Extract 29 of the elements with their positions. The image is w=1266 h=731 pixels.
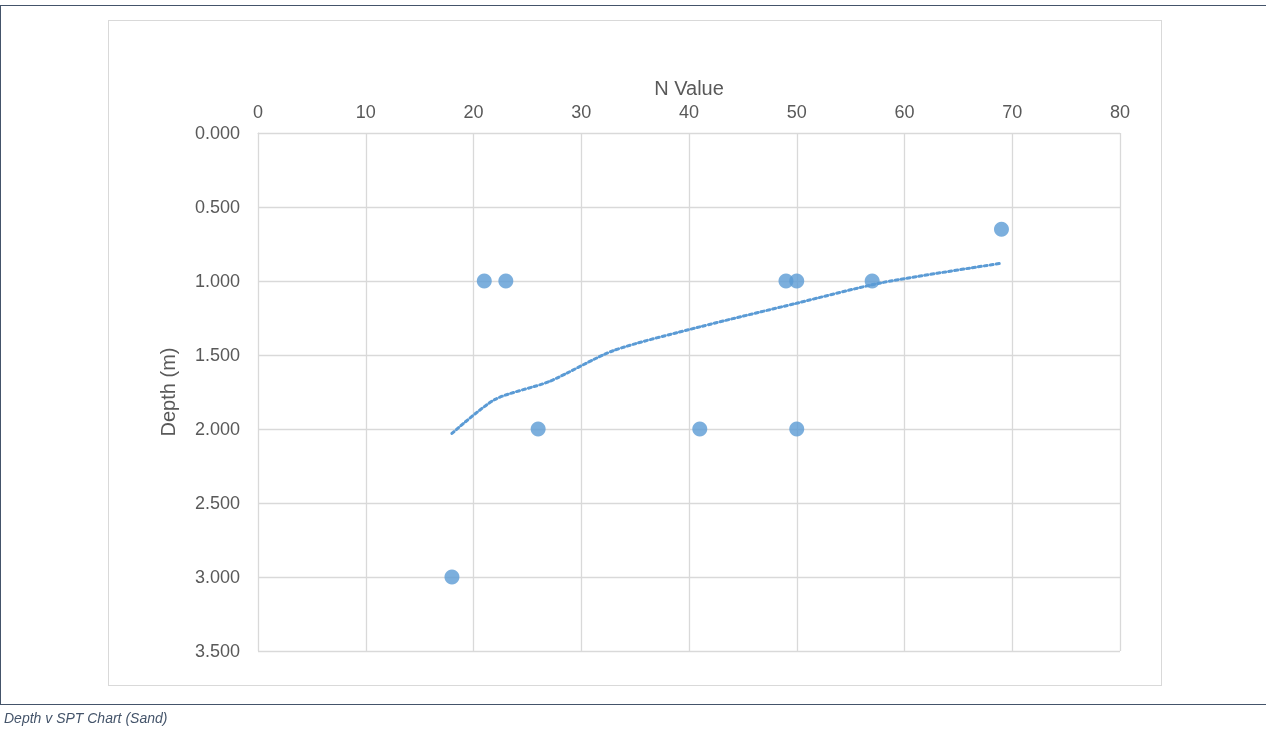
x-tick-label: 40 (678, 102, 700, 122)
y-tick-label: 1.500 (194, 345, 240, 365)
x-tick-label: 10 (355, 102, 376, 122)
y-tick-label: 1.000 (194, 271, 240, 291)
x-tick-label: 20 (463, 102, 484, 122)
y-tick-label: 3.000 (194, 567, 240, 587)
x-tick-label: 50 (786, 102, 807, 122)
x-tick-label: 80 (1109, 102, 1131, 122)
text: Depth v SPT Chart (Sand) (4, 710, 168, 726)
point (530, 421, 546, 437)
y-tick-label: 0.000 (194, 123, 240, 143)
y-tick-label: 2.500 (194, 493, 240, 513)
x-tick-label: 60 (894, 102, 915, 122)
x-axis-title: N Value (654, 77, 724, 100)
point (476, 273, 492, 289)
point (498, 273, 514, 289)
y-tick-label: 2.000 (194, 419, 240, 439)
line-series (450, 261, 1003, 435)
x-tick-label: 30 (571, 102, 592, 122)
x-tick-label: 70 (1002, 102, 1023, 122)
y-axis-title: Depth (m) (157, 347, 179, 437)
y-tick-label: 3.500 (194, 641, 240, 661)
y-tick-label: 0.500 (194, 197, 240, 217)
point (789, 273, 805, 289)
point (692, 421, 708, 437)
point (789, 421, 805, 437)
x-tick-label: 0 (252, 102, 264, 122)
point (444, 569, 460, 585)
point (993, 221, 1009, 237)
